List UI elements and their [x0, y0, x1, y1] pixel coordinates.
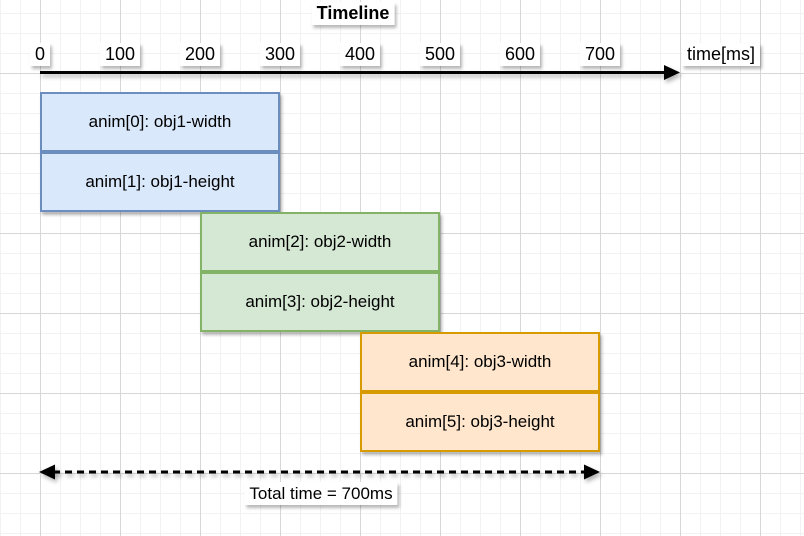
anim-bar-2-label: anim[2]: obj2-width	[248, 232, 392, 251]
anim-bar-3[interactable]: anim[3]: obj2-height	[200, 272, 440, 332]
anim-bar-0[interactable]: anim[0]: obj1-width	[40, 92, 280, 152]
anim-bar-0-label: anim[0]: obj1-width	[88, 112, 232, 131]
axis-tick-400[interactable]: 400	[339, 43, 381, 66]
anim-bar-4[interactable]: anim[4]: obj3-width	[360, 332, 600, 392]
diagram-title[interactable]: Timeline	[311, 2, 395, 25]
axis-unit-label: time[ms]	[681, 43, 761, 66]
anim-bar-2[interactable]: anim[2]: obj2-width	[200, 212, 440, 272]
anim-bar-1[interactable]: anim[1]: obj1-height	[40, 152, 280, 212]
axis-tick-600[interactable]: 600	[499, 43, 541, 66]
axis-tick-100[interactable]: 100	[99, 43, 141, 66]
axis-tick-700[interactable]: 700	[579, 43, 621, 66]
anim-bar-5-label: anim[5]: obj3-height	[405, 412, 555, 431]
anim-bar-4-label: anim[4]: obj3-width	[408, 352, 552, 371]
axis-tick-0[interactable]: 0	[29, 43, 51, 66]
axis-tick-200[interactable]: 200	[179, 43, 221, 66]
anim-bar-1-label: anim[1]: obj1-height	[85, 172, 235, 191]
time-axis-arrow[interactable]	[36, 60, 686, 86]
axis-tick-300[interactable]: 300	[259, 43, 301, 66]
axis-tick-500[interactable]: 500	[419, 43, 461, 66]
total-time-label[interactable]: Total time = 700ms	[244, 482, 398, 505]
anim-bar-5[interactable]: anim[5]: obj3-height	[360, 392, 600, 452]
total-time-arrow[interactable]	[36, 458, 606, 486]
anim-bar-3-label: anim[3]: obj2-height	[245, 292, 395, 311]
